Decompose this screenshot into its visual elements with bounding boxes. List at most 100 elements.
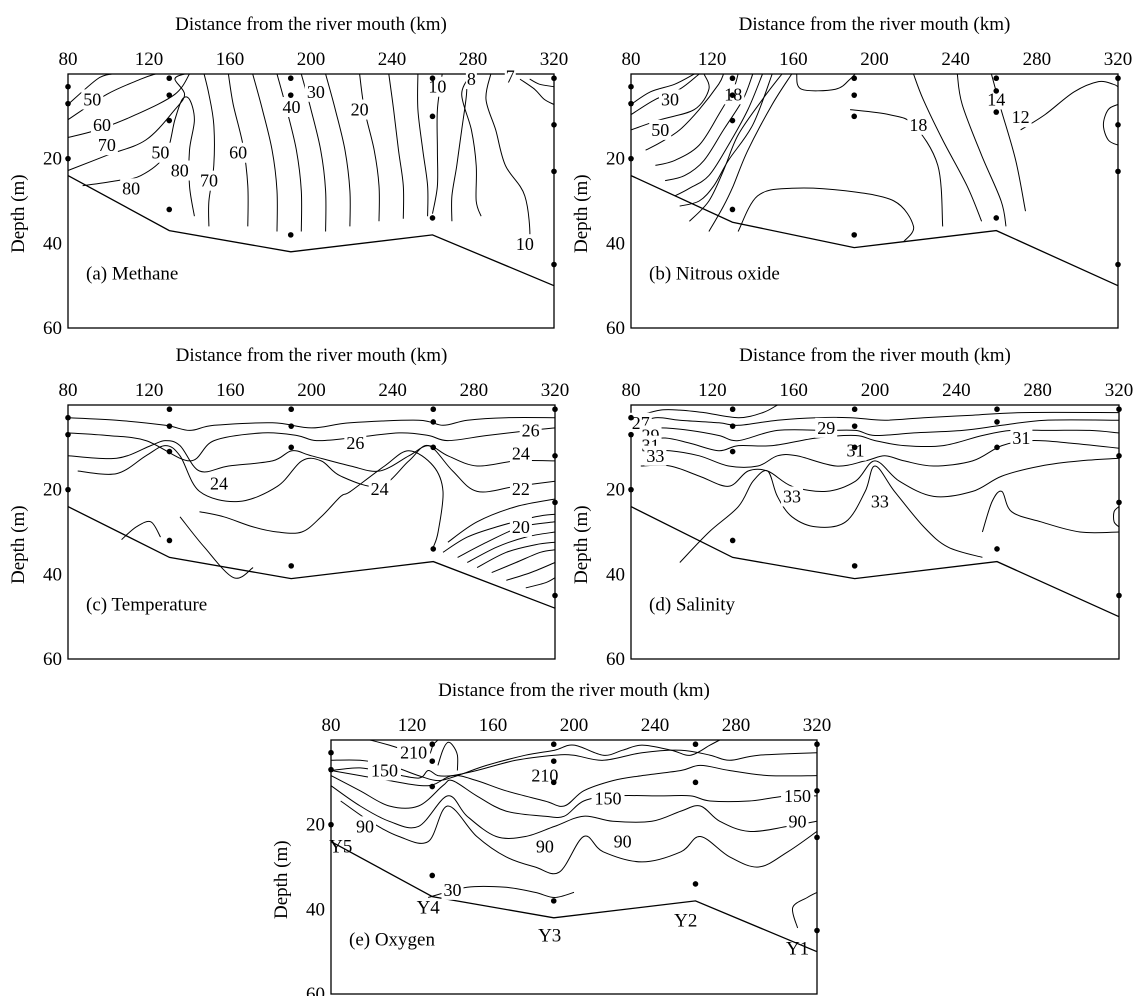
sampling-point xyxy=(166,448,173,455)
x-tick-label: 280 xyxy=(722,715,751,736)
sampling-point xyxy=(429,783,436,790)
panel-d: Distance from the river mouth (km) 80 120 1… xyxy=(571,345,1133,670)
sampling-point xyxy=(551,261,557,268)
contour-label: 210 xyxy=(400,743,427,763)
sampling-point xyxy=(429,215,436,221)
sampling-point xyxy=(814,927,820,934)
sampling-point xyxy=(429,75,436,82)
contour-line xyxy=(330,739,721,782)
sampling-point xyxy=(429,113,436,120)
x-axis-title: Distance from the river mouth (km) xyxy=(739,14,1011,35)
sampling-point xyxy=(851,423,858,429)
contour-line xyxy=(359,73,380,222)
contour-line xyxy=(640,404,778,419)
contour-label: 26 xyxy=(522,420,540,440)
x-axis-title: Distance from the river mouth (km) xyxy=(176,345,448,366)
contour-line xyxy=(388,73,405,219)
contour-line xyxy=(529,78,555,88)
contour-label-bg xyxy=(81,89,104,110)
y-tick-label: 20 xyxy=(43,480,62,501)
sampling-point xyxy=(552,453,558,459)
x-axis-title: Distance from the river mouth (km) xyxy=(175,14,447,35)
plot-frame xyxy=(330,739,818,995)
contour-line xyxy=(199,450,444,548)
y-axis-title: Depth (m) xyxy=(8,174,29,253)
sampling-point xyxy=(628,155,634,162)
contour-label-bg xyxy=(441,879,464,900)
contour-label: 90 xyxy=(614,832,632,852)
y-axis-title: Depth (m) xyxy=(571,505,592,584)
y-tick-label: 20 xyxy=(43,149,62,170)
sampling-point xyxy=(851,75,858,82)
contour-label: 33 xyxy=(783,486,801,506)
contour-label-bg xyxy=(509,478,532,499)
sampling-point xyxy=(550,898,557,904)
x-tick-label: 240 xyxy=(941,49,970,70)
sampling-point xyxy=(552,406,558,413)
sampling-point xyxy=(851,92,858,98)
panel-label: (a) Methane xyxy=(86,264,178,285)
contour-label-bg xyxy=(658,89,681,110)
seabed-line xyxy=(67,175,555,287)
contour-line xyxy=(67,73,112,105)
sampling-point xyxy=(729,206,736,213)
station-name: Y5 xyxy=(329,837,352,858)
contour-label-bg xyxy=(815,417,838,438)
contour-line xyxy=(737,187,915,242)
contour-label: 8 xyxy=(467,69,476,89)
contour-label: 150 xyxy=(784,786,811,806)
sampling-point xyxy=(550,741,557,748)
sampling-point xyxy=(287,92,294,98)
sampling-point xyxy=(729,448,736,455)
panel-label: (e) Oxygen xyxy=(349,930,435,951)
plot-frame xyxy=(67,73,555,329)
x-tick-label: 280 xyxy=(1023,49,1052,70)
contour-line xyxy=(791,891,818,929)
contour-line xyxy=(252,73,278,232)
contour-line xyxy=(203,73,215,227)
sampling-point xyxy=(814,834,820,841)
sampling-point xyxy=(851,232,858,238)
contour-label-bg xyxy=(120,178,143,199)
panel-label: (c) Temperature xyxy=(86,595,207,616)
x-tick-label: 320 xyxy=(541,380,570,401)
sampling-point xyxy=(628,100,634,107)
contour-line xyxy=(447,498,556,543)
contour-label: 33 xyxy=(646,446,664,466)
sampling-point xyxy=(288,406,295,413)
sampling-point xyxy=(550,779,557,786)
contour-label-bg xyxy=(207,473,230,494)
sampling-point xyxy=(628,414,634,421)
sampling-point xyxy=(288,444,295,451)
x-tick-label: 160 xyxy=(779,380,808,401)
y-tick-label: 60 xyxy=(43,318,62,339)
sampling-point xyxy=(65,155,71,162)
contour-label-bg xyxy=(1009,107,1032,128)
x-tick-label: 160 xyxy=(479,715,508,736)
contour-label-bg xyxy=(509,516,532,537)
sampling-point xyxy=(1115,168,1121,175)
x-tick-label: 240 xyxy=(641,715,670,736)
contour-label: 80 xyxy=(122,178,140,198)
sampling-point xyxy=(994,406,1000,413)
x-axis-title: Distance from the river mouth (km) xyxy=(739,345,1011,366)
contour-line xyxy=(67,440,556,473)
contour-label: 12 xyxy=(1012,107,1030,127)
contour-line xyxy=(674,73,763,197)
contour-label-bg xyxy=(368,478,391,499)
sampling-point xyxy=(1115,122,1121,128)
contour-label-bg xyxy=(149,142,172,163)
contour-line xyxy=(67,73,186,171)
sampling-point xyxy=(430,406,437,413)
sampling-point xyxy=(552,592,558,599)
contour-label-bg xyxy=(397,742,431,763)
y-tick-label: 60 xyxy=(306,984,325,996)
sampling-point xyxy=(166,117,173,124)
contour-label: 31 xyxy=(846,441,864,461)
x-tick-label: 80 xyxy=(622,380,641,401)
x-tick-label: 160 xyxy=(216,49,245,70)
seabed-line xyxy=(67,506,556,609)
sampling-point xyxy=(993,75,1000,82)
contour-line xyxy=(330,785,818,839)
contour-line xyxy=(179,516,254,579)
